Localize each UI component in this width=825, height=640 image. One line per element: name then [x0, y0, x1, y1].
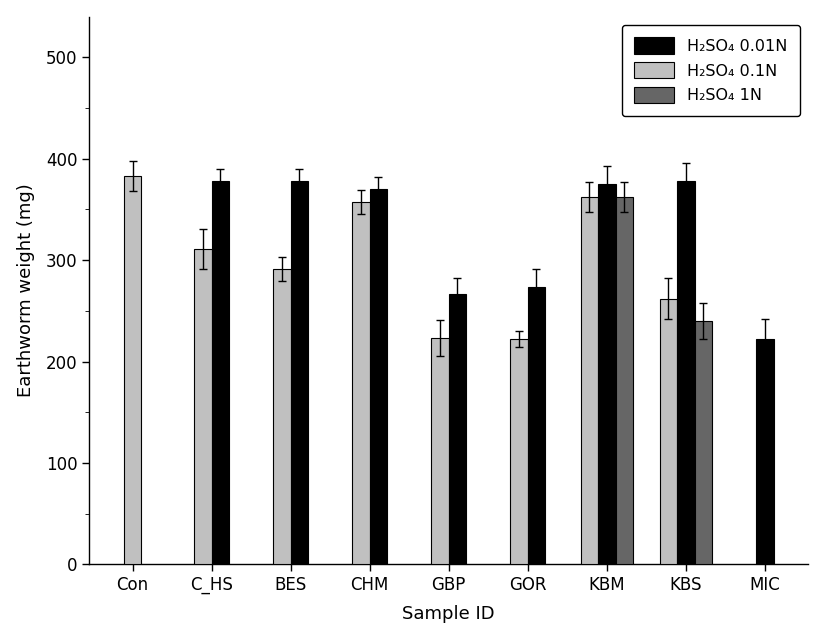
- Bar: [528, 287, 545, 564]
- Bar: [598, 184, 615, 564]
- Legend: H₂SO₄ 0.01N, H₂SO₄ 0.1N, H₂SO₄ 1N: H₂SO₄ 0.01N, H₂SO₄ 0.1N, H₂SO₄ 1N: [622, 25, 800, 116]
- Bar: [370, 189, 387, 564]
- Bar: [431, 338, 449, 564]
- Bar: [273, 269, 290, 564]
- Bar: [581, 197, 598, 564]
- Bar: [124, 176, 141, 564]
- Bar: [615, 197, 633, 564]
- Bar: [352, 202, 370, 564]
- X-axis label: Sample ID: Sample ID: [403, 605, 495, 623]
- Bar: [195, 249, 212, 564]
- Bar: [290, 181, 308, 564]
- Bar: [660, 299, 677, 564]
- Bar: [695, 321, 712, 564]
- Bar: [449, 294, 466, 564]
- Bar: [212, 181, 229, 564]
- Bar: [757, 339, 774, 564]
- Bar: [677, 181, 695, 564]
- Bar: [511, 339, 528, 564]
- Y-axis label: Earthworm weight (mg): Earthworm weight (mg): [16, 184, 35, 397]
